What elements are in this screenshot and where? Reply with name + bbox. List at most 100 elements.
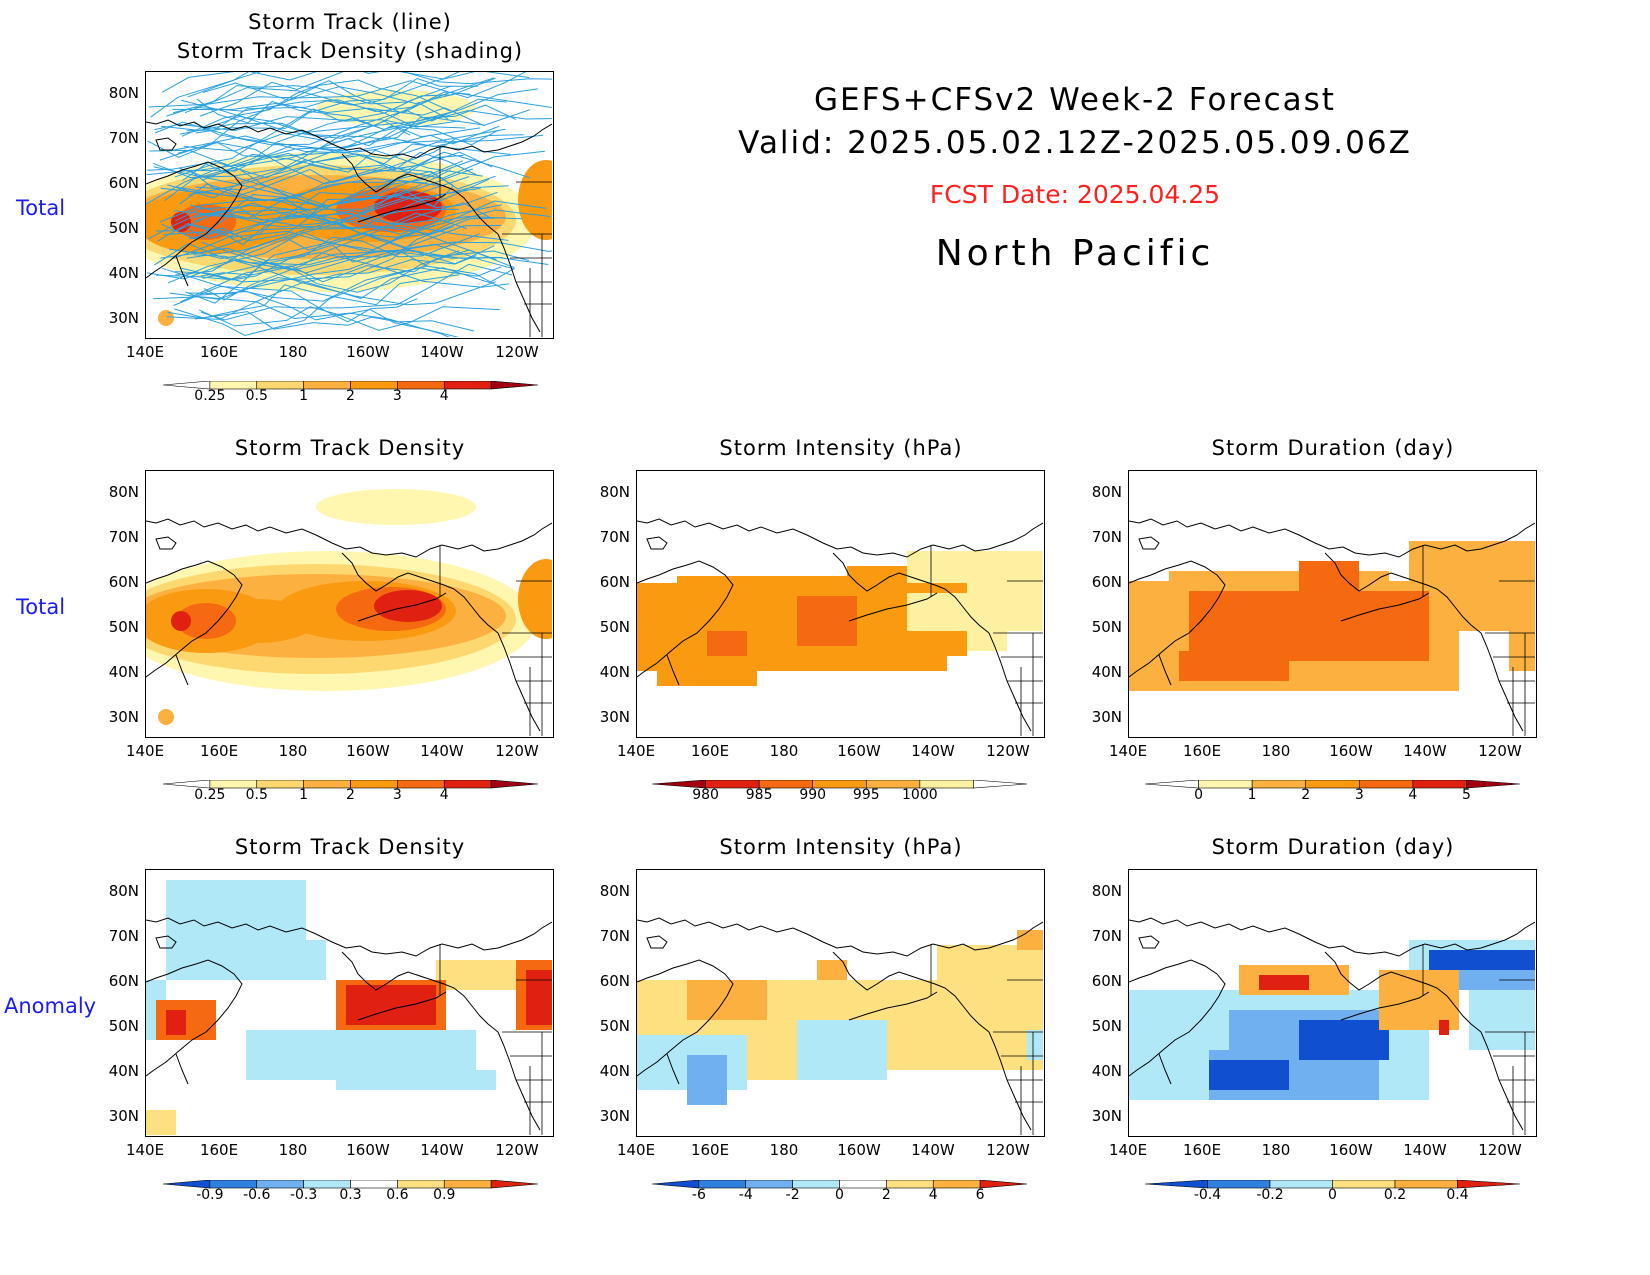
lon-tick-label: 140W — [911, 742, 955, 760]
lat-tick-label: 70N — [1091, 528, 1122, 546]
lat-tick-label: 40N — [599, 663, 630, 681]
colorbar-tick-label: 0 — [1328, 1187, 1337, 1203]
colorbar-tick-label: -0.6 — [243, 1187, 271, 1203]
colorbar-density-anomaly — [163, 1180, 539, 1189]
lat-tick-label: 60N — [1091, 972, 1122, 990]
panel2-title: Storm Intensity (hPa) — [719, 436, 963, 460]
colorbar-duration-anomaly — [1145, 1180, 1521, 1189]
region-name: North Pacific — [935, 233, 1215, 274]
colorbar-tick-label: 3 — [392, 787, 402, 803]
colorbar-tick-label: 0.6 — [386, 1187, 409, 1203]
lat-tick-label: 80N — [108, 84, 139, 102]
colorbar-tick-label: -6 — [691, 1187, 706, 1203]
lat-tick-label: 50N — [1091, 618, 1122, 636]
panel6-title: Storm Duration (day) — [1211, 835, 1455, 859]
lon-tick-label: 160W — [346, 343, 390, 361]
lat-tick-label: 70N — [108, 927, 139, 945]
colorbar-tick-label: 0.3 — [339, 1187, 362, 1203]
panel0-title-line: Storm Track (line) — [248, 10, 452, 34]
lat-tick-label: 60N — [108, 573, 139, 591]
lat-tick-label: 30N — [599, 708, 630, 726]
lat-tick-label: 40N — [108, 663, 139, 681]
colorbar-tick-label: -2 — [785, 1187, 800, 1203]
map-duration-anomaly — [1128, 869, 1537, 1137]
colorbar-tick-label: 2 — [346, 787, 355, 803]
forecast-date: FCST Date: 2025.04.25 — [929, 180, 1221, 209]
lon-tick-label: 140E — [125, 1141, 165, 1159]
colorbar-tick-label: 4 — [1408, 787, 1418, 803]
lat-tick-label: 30N — [108, 309, 139, 327]
lat-tick-label: 80N — [1091, 483, 1122, 501]
colorbar-tick-label: -0.2 — [1256, 1187, 1284, 1203]
colorbar-tick-label: 0.25 — [194, 787, 226, 803]
lat-tick-label: 40N — [599, 1062, 630, 1080]
lat-tick-label: 80N — [108, 483, 139, 501]
colorbar-tick-label: 6 — [975, 1187, 985, 1203]
lat-tick-label: 70N — [108, 528, 139, 546]
lon-tick-label: 180 — [278, 742, 308, 760]
map-intensity-anomaly — [636, 869, 1045, 1137]
colorbar-tick-label: 2 — [1301, 787, 1311, 803]
colorbar-tick-label: 1 — [299, 787, 309, 803]
lon-tick-label: 160W — [1329, 742, 1373, 760]
lon-tick-label: 140E — [616, 1141, 656, 1159]
map-duration-total — [1128, 470, 1537, 738]
lat-tick-label: 60N — [599, 972, 630, 990]
colorbar-tick-label: 3 — [392, 388, 402, 404]
lat-tick-label: 70N — [599, 927, 630, 945]
lat-tick-label: 50N — [108, 618, 139, 636]
colorbar-tick-label: 1 — [1247, 787, 1257, 803]
lon-tick-label: 140W — [1403, 742, 1447, 760]
colorbar-tick-label: 2 — [346, 388, 355, 404]
colorbar-tick-label: 4 — [439, 388, 449, 404]
lon-tick-label: 140E — [125, 742, 165, 760]
lon-tick-label: 160E — [690, 1141, 730, 1159]
lat-tick-label: 50N — [108, 219, 139, 237]
lat-tick-label: 30N — [1091, 708, 1122, 726]
lat-tick-label: 60N — [1091, 573, 1122, 591]
panel4-title: Storm Track Density — [234, 835, 466, 859]
row-label-total: Total — [16, 595, 66, 619]
colorbar-density-top — [163, 381, 539, 390]
map-storm-track-total — [145, 71, 554, 339]
colorbar-tick-label: 4 — [439, 787, 449, 803]
lon-tick-label: 160E — [199, 742, 239, 760]
lon-tick-label: 140E — [1108, 742, 1148, 760]
colorbar-tick-label: 3 — [1354, 787, 1364, 803]
colorbar-tick-label: 0.9 — [433, 1187, 456, 1203]
row-label-total-top: Total — [16, 196, 66, 220]
lat-tick-label: 80N — [599, 882, 630, 900]
lon-tick-label: 160W — [346, 1141, 390, 1159]
lon-tick-label: 120W — [495, 742, 539, 760]
colorbar-tick-label: 0 — [1194, 787, 1204, 803]
colorbar-tick-label: 0.5 — [245, 787, 268, 803]
colorbar-duration — [1145, 780, 1521, 789]
lat-tick-label: 80N — [108, 882, 139, 900]
lon-tick-label: 160E — [690, 742, 730, 760]
lon-tick-label: 160W — [837, 1141, 881, 1159]
colorbar-tick-label: 1 — [299, 388, 309, 404]
lon-tick-label: 160W — [837, 742, 881, 760]
lon-tick-label: 160E — [1182, 742, 1222, 760]
lon-tick-label: 120W — [1478, 1141, 1522, 1159]
colorbar-intensity — [652, 780, 1028, 789]
colorbar-tick-label: 5 — [1461, 787, 1471, 803]
colorbar-tick-label: -0.9 — [196, 1187, 224, 1203]
colorbar-tick-label: -4 — [738, 1187, 753, 1203]
valid-period: Valid: 2025.05.02.12Z-2025.05.09.06Z — [738, 125, 1412, 161]
lon-tick-label: 120W — [495, 1141, 539, 1159]
panel5-title: Storm Intensity (hPa) — [719, 835, 963, 859]
map-track-density-anomaly — [145, 869, 554, 1137]
lon-tick-label: 160E — [199, 343, 239, 361]
lon-tick-label: 160W — [346, 742, 390, 760]
lon-tick-label: 180 — [278, 1141, 308, 1159]
row-label-anomaly: Anomaly — [4, 994, 97, 1018]
colorbar-tick-label: 0 — [835, 1187, 844, 1203]
lon-tick-label: 120W — [1478, 742, 1522, 760]
colorbar-tick-label: -0.4 — [1193, 1187, 1222, 1203]
lon-tick-label: 180 — [278, 343, 308, 361]
lat-tick-label: 50N — [599, 618, 630, 636]
panel3-title: Storm Duration (day) — [1211, 436, 1455, 460]
lat-tick-label: 40N — [108, 264, 139, 282]
lat-tick-label: 70N — [1091, 927, 1122, 945]
